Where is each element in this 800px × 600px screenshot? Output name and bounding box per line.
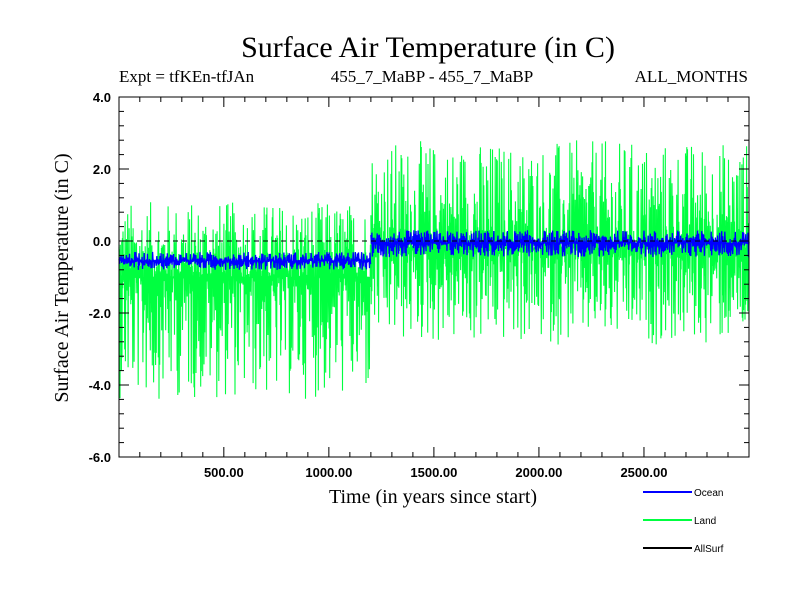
x-tick-label: 1000.00 [305, 465, 352, 480]
x-axis-ticks: 500.00 1000.00 1500.00 2000.00 2500.00 [139, 97, 729, 480]
series-land [118, 140, 750, 399]
x-tick-label: 2500.00 [620, 465, 667, 480]
series-ocean [118, 230, 750, 270]
x-tick-label: 2000.00 [515, 465, 562, 480]
subtitle-center: 455_7_MaBP - 455_7_MaBP [331, 67, 533, 86]
legend-label-allsurf: AllSurf [694, 544, 724, 555]
y-tick-label: -6.0 [89, 450, 111, 465]
legend-label-ocean: Ocean [694, 488, 723, 499]
y-axis-ticks: 4.0 2.0 0.0 -2.0 -4.0 -6.0 [89, 90, 749, 465]
legend: Ocean Land AllSurf [643, 488, 724, 555]
plot-area-frame [118, 96, 750, 458]
x-tick-label: 1500.00 [410, 465, 457, 480]
series-ocean-line-2 [370, 230, 750, 258]
series-land-line-2 [370, 140, 750, 345]
y-tick-label: -4.0 [89, 378, 111, 393]
y-tick-label: 4.0 [93, 90, 111, 105]
x-axis-label: Time (in years since start) [329, 486, 537, 508]
y-axis-label: Surface Air Temperature (in C) [51, 153, 73, 402]
subtitle-right: ALL_MONTHS [635, 67, 748, 86]
y-tick-label: 2.0 [93, 162, 111, 177]
legend-label-land: Land [694, 516, 716, 527]
series-ocean-line-1 [118, 251, 372, 270]
y-tick-label: -2.0 [89, 306, 111, 321]
x-tick-label: 500.00 [204, 465, 244, 480]
plot-series [118, 140, 750, 399]
chart-title: Surface Air Temperature (in C) [241, 31, 615, 64]
subtitle-left: Expt = tfKEn-tfJAn [119, 67, 255, 86]
y-tick-label: 0.0 [93, 234, 111, 249]
series-land-line-1 [118, 202, 372, 399]
